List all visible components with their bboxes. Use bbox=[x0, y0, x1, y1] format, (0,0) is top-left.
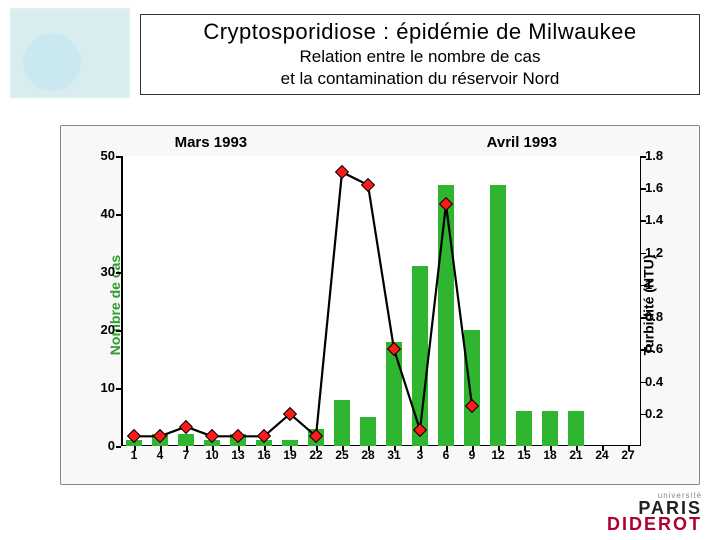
y-right-tickmark bbox=[641, 156, 646, 158]
y-right-tickmark bbox=[641, 414, 646, 416]
period-label: Avril 1993 bbox=[487, 134, 557, 151]
line-layer bbox=[121, 156, 641, 446]
thumbnail-image bbox=[10, 8, 130, 98]
y-right-tickmark bbox=[641, 317, 646, 319]
y-right-tick: 1 bbox=[645, 277, 685, 292]
y-right-tick: 0.4 bbox=[645, 374, 685, 389]
y-left-tickmark bbox=[116, 272, 121, 274]
y-left-tickmark bbox=[116, 214, 121, 216]
y-left-tick: 0 bbox=[75, 438, 115, 453]
x-tickmark bbox=[602, 446, 604, 451]
y-right-tick: 1.4 bbox=[645, 212, 685, 227]
x-tickmark bbox=[238, 446, 240, 451]
y-left-tick: 30 bbox=[75, 264, 115, 279]
slide-title: Cryptosporidiose : épidémie de Milwaukee bbox=[149, 19, 691, 45]
x-tickmark bbox=[472, 446, 474, 451]
x-tickmark bbox=[186, 446, 188, 451]
y-right-tick: 1.6 bbox=[645, 180, 685, 195]
y-axis-right-label: Turbidité (NTU) bbox=[641, 255, 657, 356]
y-right-tickmark bbox=[641, 285, 646, 287]
x-tickmark bbox=[368, 446, 370, 451]
y-right-tickmark bbox=[641, 349, 646, 351]
x-tickmark bbox=[212, 446, 214, 451]
y-right-tickmark bbox=[641, 220, 646, 222]
y-left-tick: 50 bbox=[75, 148, 115, 163]
y-right-tick: 0.6 bbox=[645, 341, 685, 356]
x-tickmark bbox=[394, 446, 396, 451]
x-tickmark bbox=[264, 446, 266, 451]
y-right-tick: 0.2 bbox=[645, 406, 685, 421]
x-tickmark bbox=[498, 446, 500, 451]
x-tickmark bbox=[524, 446, 526, 451]
y-right-tick: 1.8 bbox=[645, 148, 685, 163]
y-left-tick: 40 bbox=[75, 206, 115, 221]
y-right-tickmark bbox=[641, 253, 646, 255]
x-tickmark bbox=[628, 446, 630, 451]
x-tickmark bbox=[290, 446, 292, 451]
slide-subtitle-2: et la contamination du réservoir Nord bbox=[149, 69, 691, 89]
chart-container: Nombre de cas Turbidité (NTU) Mars 1993A… bbox=[60, 125, 700, 485]
y-right-tickmark bbox=[641, 188, 646, 190]
y-left-tick: 10 bbox=[75, 380, 115, 395]
x-tickmark bbox=[420, 446, 422, 451]
university-logo: université PARIS DIDEROT bbox=[607, 492, 702, 532]
period-label: Mars 1993 bbox=[175, 134, 248, 151]
y-right-tickmark bbox=[641, 382, 646, 384]
y-left-tick: 20 bbox=[75, 322, 115, 337]
y-right-tick: 0.8 bbox=[645, 309, 685, 324]
x-tickmark bbox=[576, 446, 578, 451]
x-tickmark bbox=[134, 446, 136, 451]
y-left-tickmark bbox=[116, 388, 121, 390]
x-tickmark bbox=[550, 446, 552, 451]
x-tickmark bbox=[446, 446, 448, 451]
logo-diderot: DIDEROT bbox=[607, 516, 702, 532]
y-right-tick: 1.2 bbox=[645, 245, 685, 260]
header-box: Cryptosporidiose : épidémie de Milwaukee… bbox=[140, 14, 700, 95]
y-left-tickmark bbox=[116, 446, 121, 448]
plot-area bbox=[121, 156, 641, 446]
y-left-tickmark bbox=[116, 330, 121, 332]
x-tickmark bbox=[160, 446, 162, 451]
y-left-tickmark bbox=[116, 156, 121, 158]
turbidity-line bbox=[134, 172, 472, 436]
x-tickmark bbox=[342, 446, 344, 451]
slide-subtitle-1: Relation entre le nombre de cas bbox=[149, 47, 691, 67]
x-tickmark bbox=[316, 446, 318, 451]
